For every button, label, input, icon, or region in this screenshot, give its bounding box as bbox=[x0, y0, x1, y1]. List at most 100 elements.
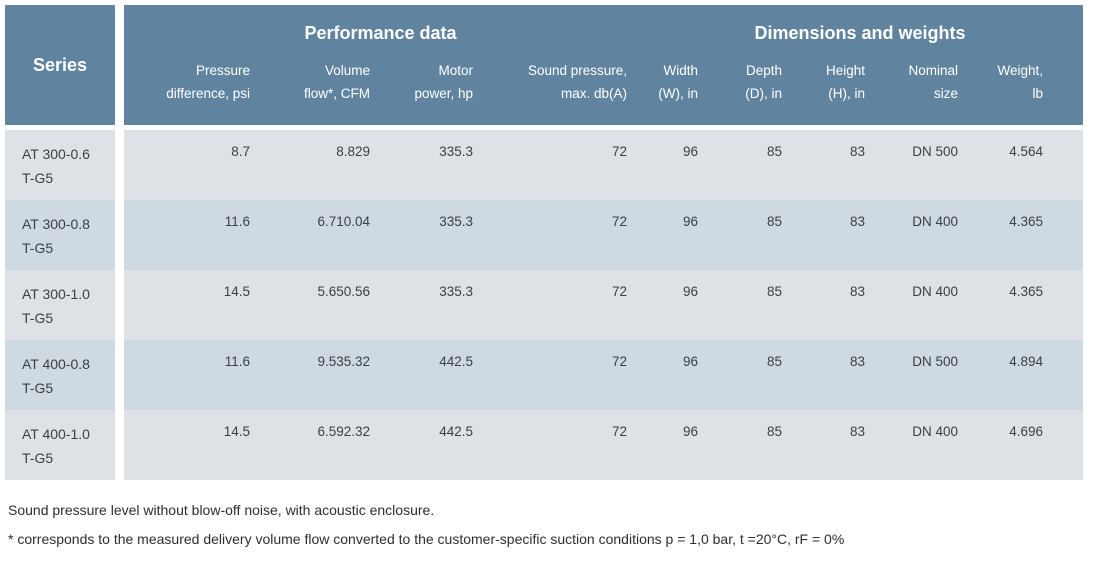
col-header-line1: Sound pressure, bbox=[527, 63, 627, 78]
col-header-sound-pressure: Sound pressure, max. db(A) bbox=[483, 53, 637, 130]
table-row: AT 300-0.6 T-G5 8.7 8.829 335.3 72 96 85… bbox=[5, 130, 1083, 200]
cell-pressure-difference: 11.6 bbox=[124, 200, 260, 270]
series-name-line1: AT 300-1.0 bbox=[22, 286, 90, 302]
col-header-line1: Motor bbox=[438, 63, 473, 78]
cell-motor-power: 335.3 bbox=[380, 270, 483, 340]
cell-nominal-size: DN 400 bbox=[875, 200, 968, 270]
cell-sound-pressure: 72 bbox=[483, 340, 637, 410]
col-header-height: Height (H), in bbox=[792, 53, 875, 130]
cell-width: 96 bbox=[637, 130, 708, 200]
cell-nominal-size: DN 500 bbox=[875, 340, 968, 410]
cell-motor-power: 335.3 bbox=[380, 130, 483, 200]
col-header-line2: (W), in bbox=[658, 86, 698, 101]
cell-weight: 4.696 bbox=[968, 410, 1083, 480]
cell-width: 96 bbox=[637, 410, 708, 480]
cell-sound-pressure: 72 bbox=[483, 270, 637, 340]
table-row: AT 300-0.8 T-G5 11.6 6.710.04 335.3 72 9… bbox=[5, 200, 1083, 270]
cell-nominal-size: DN 400 bbox=[875, 410, 968, 480]
cell-sound-pressure: 72 bbox=[483, 130, 637, 200]
cell-weight: 4.894 bbox=[968, 340, 1083, 410]
col-header-line1: Height bbox=[825, 63, 865, 78]
series-name-line2: T-G5 bbox=[22, 380, 54, 396]
cell-pressure-difference: 14.5 bbox=[124, 410, 260, 480]
group-header-row: Series Performance data Dimensions and w… bbox=[5, 5, 1083, 130]
cell-depth: 85 bbox=[708, 340, 792, 410]
cell-nominal-size: DN 400 bbox=[875, 270, 968, 340]
table-row: AT 400-0.8 T-G5 11.6 9.535.32 442.5 72 9… bbox=[5, 340, 1083, 410]
cell-height: 83 bbox=[792, 340, 875, 410]
group-header-performance-data: Performance data bbox=[124, 5, 637, 53]
series-cell: AT 400-1.0 T-G5 bbox=[5, 410, 124, 480]
col-header-line2: (D), in bbox=[745, 86, 782, 101]
col-header-line2: power, hp bbox=[414, 86, 473, 101]
series-cell: AT 400-0.8 T-G5 bbox=[5, 340, 124, 410]
series-name-line2: T-G5 bbox=[22, 310, 54, 326]
cell-height: 83 bbox=[792, 410, 875, 480]
col-header-line1: Volume bbox=[324, 63, 370, 78]
series-cell: AT 300-0.8 T-G5 bbox=[5, 200, 124, 270]
cell-volume-flow: 5.650.56 bbox=[260, 270, 380, 340]
col-header-depth: Depth (D), in bbox=[708, 53, 792, 130]
col-header-line2: max. db(A) bbox=[560, 86, 627, 101]
cell-nominal-size: DN 500 bbox=[875, 130, 968, 200]
group-header-dimensions-weights: Dimensions and weights bbox=[637, 5, 1083, 53]
cell-depth: 85 bbox=[708, 200, 792, 270]
cell-width: 96 bbox=[637, 270, 708, 340]
cell-height: 83 bbox=[792, 270, 875, 340]
cell-sound-pressure: 72 bbox=[483, 410, 637, 480]
cell-motor-power: 442.5 bbox=[380, 340, 483, 410]
series-name-line2: T-G5 bbox=[22, 240, 54, 256]
footnote-sound-pressure: Sound pressure level without blow-off no… bbox=[8, 502, 435, 518]
series-name-line1: AT 400-1.0 bbox=[22, 426, 90, 442]
series-name-line1: AT 300-0.6 bbox=[22, 146, 90, 162]
footnote-volume-flow: * corresponds to the measured delivery v… bbox=[8, 531, 845, 547]
cell-sound-pressure: 72 bbox=[483, 200, 637, 270]
cell-pressure-difference: 8.7 bbox=[124, 130, 260, 200]
col-header-line2: (H), in bbox=[828, 86, 865, 101]
cell-weight: 4.564 bbox=[968, 130, 1083, 200]
table-body: AT 300-0.6 T-G5 8.7 8.829 335.3 72 96 85… bbox=[5, 130, 1083, 480]
cell-depth: 85 bbox=[708, 270, 792, 340]
cell-pressure-difference: 11.6 bbox=[124, 340, 260, 410]
cell-motor-power: 335.3 bbox=[380, 200, 483, 270]
col-header-motor-power: Motor power, hp bbox=[380, 53, 483, 130]
series-name-line1: AT 300-0.8 bbox=[22, 216, 90, 232]
col-header-line2: lb bbox=[1032, 86, 1043, 101]
cell-depth: 85 bbox=[708, 410, 792, 480]
col-header-line1: Nominal bbox=[908, 63, 958, 78]
table-row: AT 400-1.0 T-G5 14.5 6.592.32 442.5 72 9… bbox=[5, 410, 1083, 480]
col-header-line2: difference, psi bbox=[166, 86, 250, 101]
col-header-width: Width (W), in bbox=[637, 53, 708, 130]
series-cell: AT 300-0.6 T-G5 bbox=[5, 130, 124, 200]
cell-weight: 4.365 bbox=[968, 200, 1083, 270]
series-name-line2: T-G5 bbox=[22, 450, 54, 466]
series-cell: AT 300-1.0 T-G5 bbox=[5, 270, 124, 340]
col-header-line2: size bbox=[933, 86, 958, 101]
col-header-volume-flow: Volume flow*, CFM bbox=[260, 53, 380, 130]
cell-volume-flow: 8.829 bbox=[260, 130, 380, 200]
col-header-nominal-size: Nominal size bbox=[875, 53, 968, 130]
cell-pressure-difference: 14.5 bbox=[124, 270, 260, 340]
cell-width: 96 bbox=[637, 200, 708, 270]
col-header-weight: Weight, lb bbox=[968, 53, 1083, 130]
col-header-pressure-difference: Pressure difference, psi bbox=[124, 53, 260, 130]
col-header-line1: Depth bbox=[745, 63, 782, 78]
cell-volume-flow: 9.535.32 bbox=[260, 340, 380, 410]
footnotes: Sound pressure level without blow-off no… bbox=[8, 496, 1095, 554]
cell-motor-power: 442.5 bbox=[380, 410, 483, 480]
series-name-line2: T-G5 bbox=[22, 170, 54, 186]
cell-weight: 4.365 bbox=[968, 270, 1083, 340]
series-name-line1: AT 400-0.8 bbox=[22, 356, 90, 372]
table-header: Series Performance data Dimensions and w… bbox=[5, 5, 1083, 130]
column-header-row: Pressure difference, psi Volume flow*, C… bbox=[5, 53, 1083, 130]
cell-width: 96 bbox=[637, 340, 708, 410]
specification-table: Series Performance data Dimensions and w… bbox=[5, 5, 1083, 480]
col-header-line1: Pressure bbox=[195, 63, 250, 78]
cell-volume-flow: 6.710.04 bbox=[260, 200, 380, 270]
table-row: AT 300-1.0 T-G5 14.5 5.650.56 335.3 72 9… bbox=[5, 270, 1083, 340]
series-column-header: Series bbox=[5, 5, 124, 130]
col-header-line1: Weight, bbox=[997, 63, 1043, 78]
cell-height: 83 bbox=[792, 130, 875, 200]
cell-depth: 85 bbox=[708, 130, 792, 200]
